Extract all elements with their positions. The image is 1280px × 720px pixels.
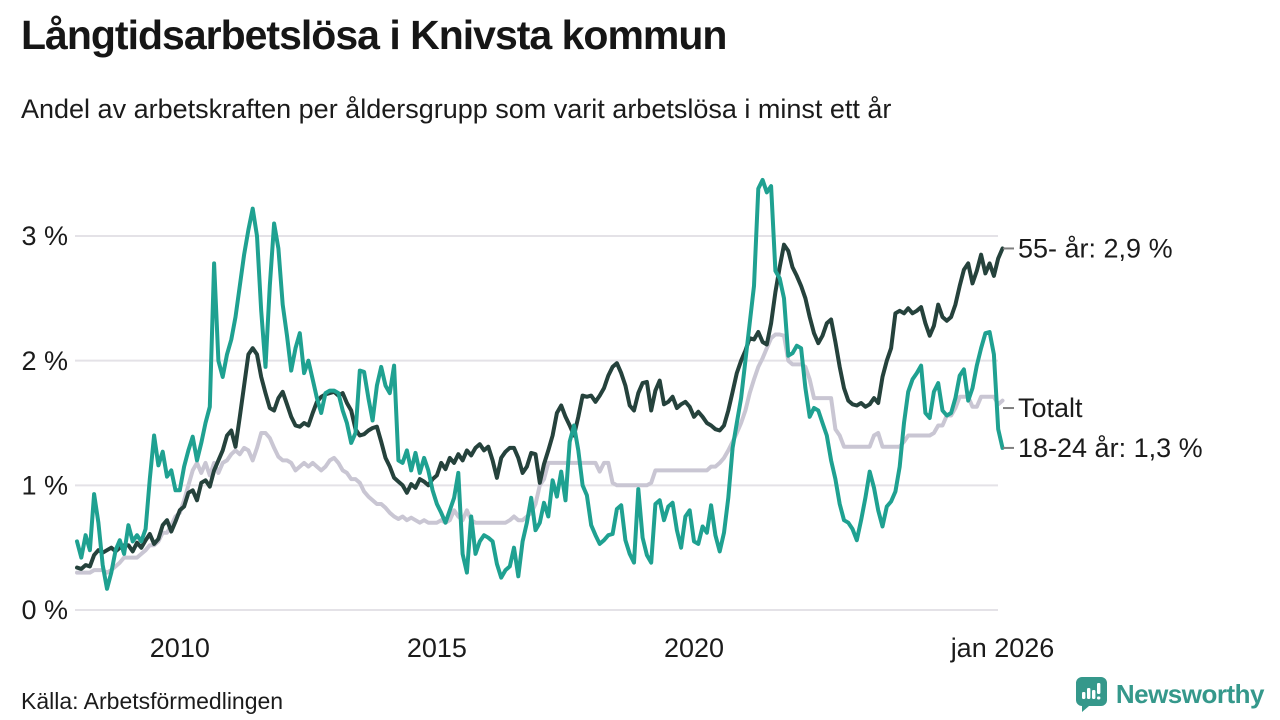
newsworthy-logo: Newsworthy bbox=[1075, 676, 1265, 712]
series-end-label-55-r: 55- år: 2,9 % bbox=[1018, 234, 1173, 264]
series-end-label-totalt: Totalt bbox=[1018, 393, 1083, 423]
series-line-55-r bbox=[75, 242, 1005, 571]
y-axis-tick-label: 2 % bbox=[21, 346, 68, 376]
x-axis-tick-label: 2020 bbox=[664, 633, 724, 663]
y-axis-tick-label: 0 % bbox=[21, 595, 68, 625]
x-axis-tick-label: 2010 bbox=[150, 633, 210, 663]
chart-title: Långtidsarbetslösa i Knivsta kommun bbox=[21, 12, 727, 58]
x-axis-tick-label: 2015 bbox=[407, 633, 467, 663]
newsworthy-wordmark: Newsworthy bbox=[1115, 678, 1265, 709]
series-line-18-24-r bbox=[75, 177, 1005, 591]
y-axis-tick-label: 1 % bbox=[21, 471, 68, 501]
source-note: Källa: Arbetsförmedlingen bbox=[21, 688, 284, 714]
series-line-totalt bbox=[75, 332, 1005, 575]
y-axis-tick-label: 3 % bbox=[21, 221, 68, 251]
series-end-label-18-24-r: 18-24 år: 1,3 % bbox=[1018, 433, 1203, 463]
chart-subtitle: Andel av arbetskraften per åldersgrupp s… bbox=[21, 94, 892, 124]
x-axis-tick-label: jan 2026 bbox=[950, 633, 1055, 663]
newsworthy-chart-bubble-icon bbox=[1075, 676, 1108, 712]
